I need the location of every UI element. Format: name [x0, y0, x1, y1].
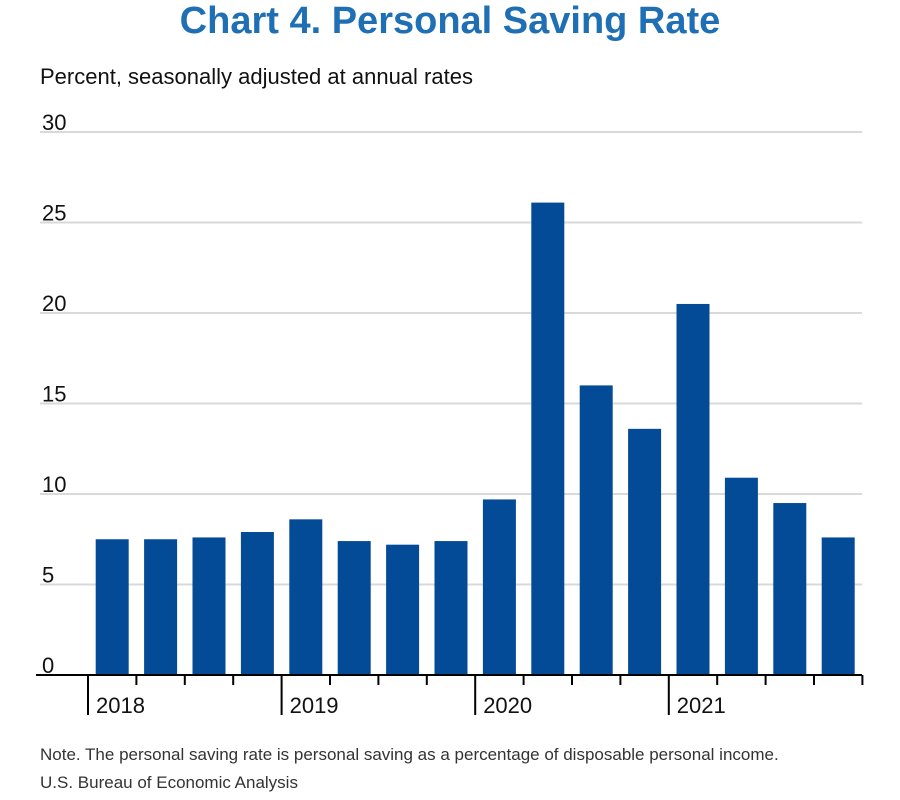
y-tick-label: 15: [42, 382, 66, 407]
y-tick-label: 10: [42, 472, 66, 497]
x-year-label: 2021: [677, 693, 726, 718]
chart-subtitle: Percent, seasonally adjusted at annual r…: [40, 64, 473, 89]
x-axis: [36, 674, 864, 715]
bar: 2020 Q3: 16: [579, 385, 613, 675]
y-tick-label: 20: [42, 291, 66, 316]
y-tick-labels: 0 5 10 15 20 25 30: [42, 110, 66, 678]
x-year-labels: 2018 2019 2020 2021: [96, 693, 726, 718]
bar: 2021 Q2: 10.9: [724, 477, 758, 675]
bar: 2018 Q3: 7.6: [192, 537, 226, 675]
x-year-label: 2020: [483, 693, 532, 718]
x-year-label: 2018: [96, 693, 145, 718]
bar: 2020 Q2: 26.1: [531, 202, 565, 675]
bar: 2018 Q1: 7.5: [95, 539, 129, 675]
bar: 2021 Q3: 9.5: [773, 503, 807, 675]
bar: 2019 Q3: 7.2: [386, 544, 420, 675]
bar: 2020 Q4: 13.6: [628, 428, 662, 675]
bars: 2018 Q1: 7.5 2018 Q2: 7.5 2018 Q3: 7.6 2018…: [95, 202, 855, 675]
y-tick-label: 5: [42, 563, 54, 588]
y-tick-label: 30: [42, 110, 66, 135]
x-year-label: 2019: [290, 693, 339, 718]
bar: 2019 Q4: 7.4: [434, 541, 468, 675]
y-tick-label: 0: [42, 653, 54, 678]
chart-title: Chart 4. Personal Saving Rate: [179, 0, 721, 42]
bar: 2021 Q4: 7.6: [821, 537, 855, 675]
bar: 2020 Q1: 9.7: [482, 499, 516, 675]
bar: 2018 Q2: 7.5: [144, 539, 178, 675]
bar: 2021 Q1: 20.5: [676, 303, 710, 675]
bar: 2019 Q1: 8.6: [289, 519, 323, 675]
bar: 2019 Q2: 7.4: [337, 541, 371, 675]
chart-note: Note. The personal saving rate is person…: [40, 745, 779, 764]
chart-source: U.S. Bureau of Economic Analysis: [40, 773, 298, 792]
y-tick-label: 25: [42, 201, 66, 226]
bar: 2018 Q4: 7.9: [240, 532, 274, 675]
